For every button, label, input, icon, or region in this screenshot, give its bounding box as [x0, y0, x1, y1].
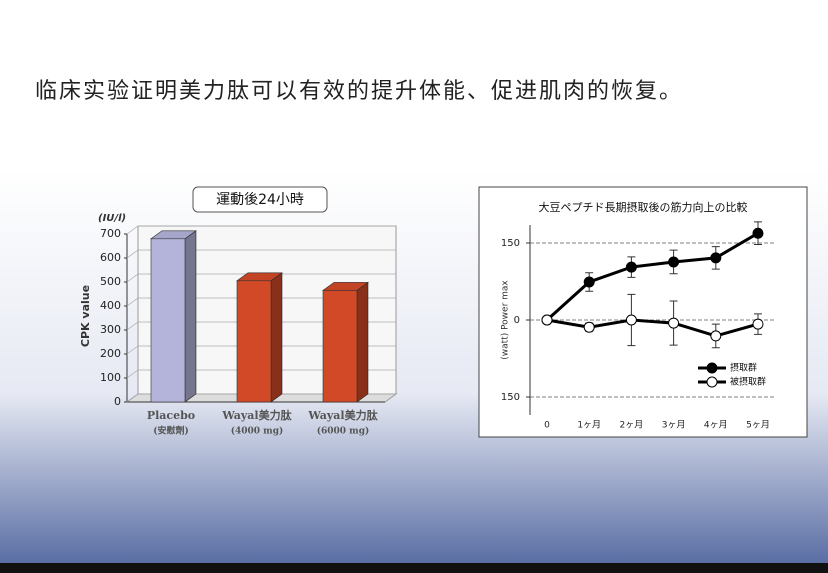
legend-marker [706, 376, 718, 388]
bar-title-box [192, 186, 328, 213]
grid-line [126, 345, 396, 355]
x-tick-note: (6000 mg) [317, 426, 370, 437]
grid-line [126, 297, 396, 307]
grid-line [126, 369, 396, 379]
y-tick-label: 300 [100, 323, 121, 336]
series-line [546, 318, 759, 338]
marker [583, 276, 595, 288]
x-tick-note: (4000 mg) [231, 426, 284, 437]
marker [668, 317, 680, 329]
y-tick-label: 700 [100, 227, 121, 240]
y-unit: (IU/l) [98, 213, 126, 224]
x-tick-label: 3ヶ月 [662, 420, 686, 431]
bar-top-shade [151, 230, 196, 239]
x-tick-label: 1ヶ月 [577, 420, 601, 431]
grid-line [126, 321, 396, 331]
bar-shade [237, 280, 271, 402]
bar-top-shade [323, 282, 368, 291]
x-tick-label: 0 [544, 421, 550, 431]
y-tick-label: 150 [501, 238, 520, 249]
bar-shade [151, 238, 185, 402]
marker [625, 261, 637, 273]
line-chart-title: 大豆ペプチド長期摂取後の筋力向上の比較 [539, 200, 748, 214]
y-tick-label: 0 [514, 315, 520, 326]
x-tick-label: Placebo [147, 409, 195, 422]
y-axis-label: CPK value [79, 285, 92, 347]
marker [710, 330, 722, 342]
marker [583, 321, 595, 333]
y-tick-label: 500 [100, 275, 121, 288]
marker [752, 318, 764, 330]
bar [322, 290, 358, 403]
x-tick-label: Wayal美力肽 [307, 408, 378, 422]
line-chart-frame [478, 186, 808, 438]
legend-label: 摂取群 [730, 362, 757, 374]
series-line [545, 231, 759, 322]
marker [752, 227, 764, 239]
bar [236, 280, 272, 403]
bar-side-shade [271, 272, 282, 402]
heading: 临床实验证明美力肽可以有效的提升体能、促进肌肉的恢复。 [35, 79, 683, 104]
marker [668, 256, 680, 268]
y-axis-label: (watt) Power max [501, 280, 511, 360]
grid-line [126, 225, 396, 235]
bar [150, 238, 186, 403]
marker [541, 314, 553, 326]
x-tick-note: (安慰劑) [153, 425, 189, 437]
x-tick-label: 2ヶ月 [620, 420, 644, 431]
marker [625, 314, 637, 326]
y-tick-label: 200 [100, 347, 121, 360]
legend-marker [706, 362, 718, 374]
grid-line [126, 273, 396, 283]
marker [710, 252, 722, 264]
y-tick-label: 0 [114, 395, 121, 408]
x-tick-label: Wayal美力肽 [221, 408, 292, 422]
bar-shade [323, 290, 357, 402]
y-tick-label: 150 [501, 392, 520, 403]
y-tick-label: 400 [100, 299, 121, 312]
x-tick-label: 5ヶ月 [746, 420, 770, 431]
y-tick-label: 100 [100, 371, 121, 384]
y-tick-label: 600 [100, 251, 121, 264]
bottom-bar [0, 563, 828, 573]
bar-side-shade [357, 282, 368, 402]
legend-label: 被摂取群 [730, 376, 766, 388]
grid-line [126, 249, 396, 259]
bar-side-shade [185, 230, 196, 402]
bar-top-shade [237, 272, 282, 281]
bar-chart-title: 運動後24小時 [216, 192, 304, 208]
x-tick-label: 4ヶ月 [704, 420, 728, 431]
grid-line [126, 393, 396, 403]
